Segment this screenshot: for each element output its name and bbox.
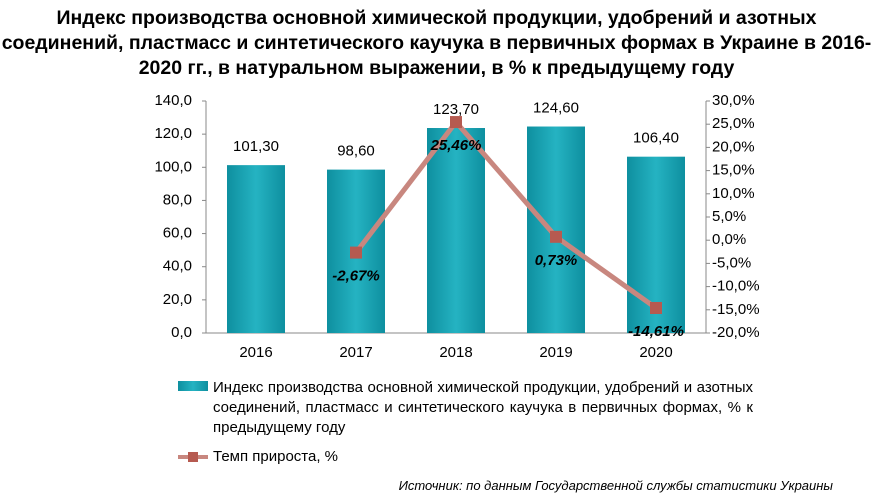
y2-tick-label: 30,0% [712,92,755,109]
line [354,118,658,311]
legend-entry: Темп прироста, % [213,448,339,465]
legend-swatch-bar [178,381,208,391]
line-value-label: 0,73% [535,252,578,269]
line-value-label: -14,61% [628,323,684,340]
legend-entry: Индекс производства основной химической … [213,379,753,436]
x-tick-label: 2019 [539,344,572,361]
bar-value-label: 98,60 [337,143,375,160]
bar-value-label: 101,30 [233,138,279,155]
bar [527,126,585,334]
y-tick-label: 80,0 [163,191,192,208]
line-value-label: -2,67% [332,268,380,285]
x-tick-label: 2018 [439,344,472,361]
bar [227,165,285,333]
y-tick-label: 100,0 [154,158,192,175]
y-tick-label: 40,0 [163,258,192,275]
y-tick-label: 120,0 [154,125,192,142]
y-tick-label: 140,0 [154,92,192,109]
line-value-label: 25,46% [430,137,482,154]
line-marker [550,230,562,243]
line-marker [650,301,662,314]
y2-tick-label: 25,0% [712,115,755,132]
y2-tick-label: -10,0% [712,278,760,295]
legend-swatch-marker [188,452,198,462]
y2-tick-label: -15,0% [712,301,760,318]
y2-tick-label: 10,0% [712,185,755,202]
y2-tick-label: 20,0% [712,138,755,155]
y-tick-label: 20,0 [163,291,192,308]
y2-tick-label: -5,0% [712,254,751,271]
y-tick-label: 0,0 [171,324,192,341]
y2-tick-label: 15,0% [712,162,755,179]
y-tick-label: 60,0 [163,225,192,242]
line-marker [350,246,362,259]
x-tick-label: 2016 [239,344,272,361]
y2-tick-label: 0,0% [712,231,746,248]
bar-value-label: 106,40 [633,130,679,147]
chart-title: Индекс производства основной химической … [1,7,872,79]
source-note: Источник: по данным Государственной служ… [398,478,833,493]
x-tick-label: 2017 [339,344,372,361]
y2-tick-label: 5,0% [712,208,746,225]
line-marker [450,116,462,129]
bar-value-label: 124,60 [533,99,579,116]
x-tick-label: 2020 [639,344,672,361]
bar [427,128,485,333]
bar-value-label: 123,70 [433,101,479,118]
y2-tick-label: -20,0% [712,324,760,341]
